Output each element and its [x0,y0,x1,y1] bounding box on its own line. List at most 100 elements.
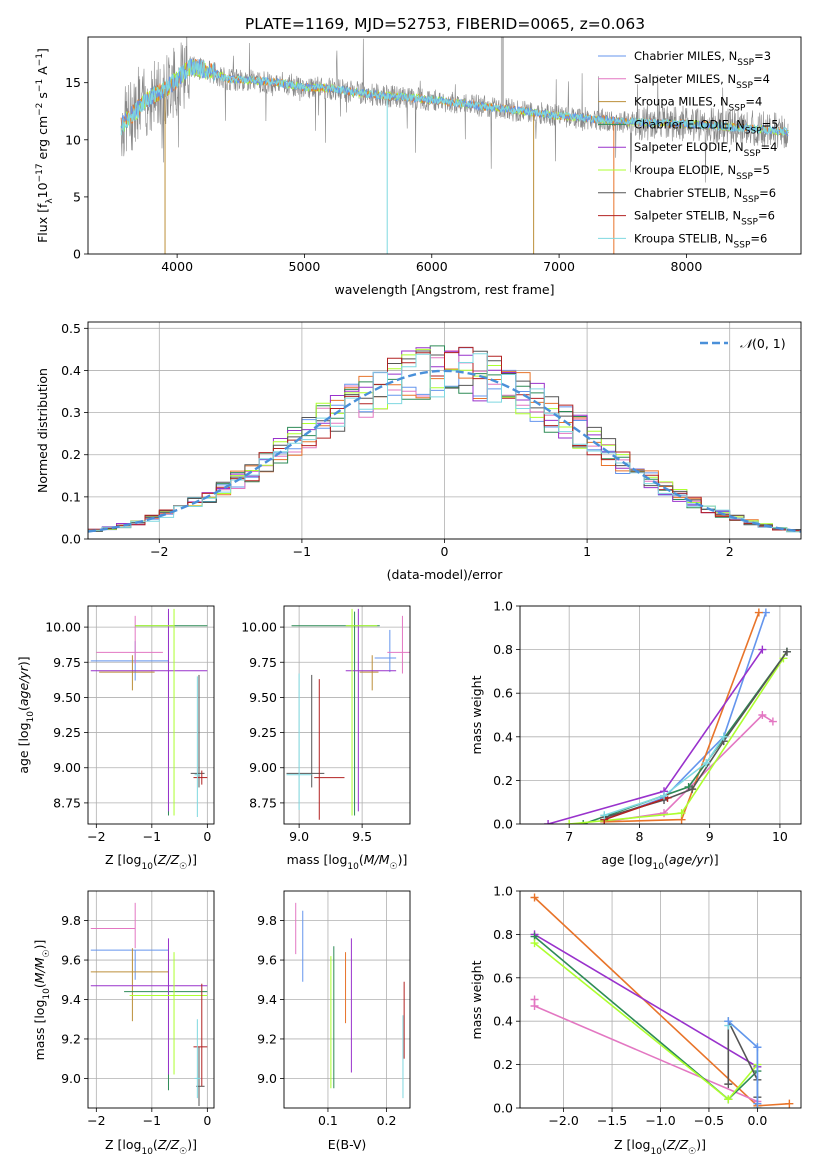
y-tick-label: 10.00 [45,620,81,635]
weight-marker [724,1017,733,1026]
axes-frame [87,890,215,1109]
x-axis-label: wavelength [Angstrom, rest frame] [334,282,554,297]
y-tick-label: 0.2 [61,447,81,462]
weight-marker [753,1099,762,1108]
y-tick-label: 9.50 [249,690,277,705]
x-tick-label: 9.0 [289,829,309,844]
legend: Chabrier MILES, NSSP=3 Salpeter MILES, NS… [598,49,779,250]
x-tick-label: 0.2 [377,1113,397,1128]
axes-frame [87,605,215,825]
y-tick-label: 0 [73,247,81,262]
legend-entry: Chabrier STELIB, NSSP=6 [634,186,776,205]
weight-marker [724,1080,733,1089]
weight-marker [754,608,763,617]
y-tick-label: 9.75 [249,655,277,670]
plot-marks [544,608,791,824]
x-tick-label: 6000 [416,259,448,274]
residuals-axes: −2 −1 0 1 2 0.0 0.1 0.2 0.3 0.4 0.5 (data-model)/er… [35,321,802,582]
weight-marker [768,717,777,726]
x-tick-label: −2.0 [548,1113,578,1128]
x-tick-label: 0.0 [747,1113,767,1128]
axes-frame [87,321,802,540]
x-tick-label: 1 [583,544,591,559]
x-tick-label: 8 [635,829,643,844]
weight-line [604,736,725,817]
y-axis-label: Flux [fλ10−17 erg cm−2 s−1 A−1] [35,48,55,243]
x-tick-label: −2 [87,829,105,844]
plot-marks [295,902,405,1099]
y-tick-label: 0.0 [493,1101,513,1116]
y-tick-label: 9.25 [249,725,277,740]
x-axis-label: Z [log10(Z/Z☉)] [105,852,197,872]
x-tick-label: −0.5 [694,1113,724,1128]
y-tick-label: 0.2 [493,773,513,788]
x-tick-label: 5000 [289,259,321,274]
y-axis-label: mass weight [469,960,484,1039]
grid [284,891,410,1108]
axes-frame [87,36,802,255]
y-tick-label: 0.4 [61,363,81,378]
x-tick-label: −1.0 [645,1113,675,1128]
legend-entry: Kroupa ELODIE, NSSP=5 [634,163,770,182]
weight-marker [530,893,539,902]
y-tick-label: 0.2 [493,1057,513,1072]
weight-marker [600,811,609,820]
x-tick-label: 9 [706,829,714,844]
y-tick-label: 0.5 [61,321,81,336]
y-tick-label: 9.6 [257,953,277,968]
observed-spectrum [120,37,789,183]
y-tick-label: 9.8 [257,913,277,928]
y-tick-label: 9.25 [53,725,81,740]
x-tick-label: 7 [565,829,573,844]
y-tick-label: 9.2 [257,1031,277,1046]
weight-marker [761,608,770,617]
weight-marker [758,645,767,654]
weight-marker [677,809,686,818]
y-tick-label: 10 [65,132,81,147]
x-tick-label: 0.1 [318,1113,338,1128]
x-tick-label: −1 [293,544,311,559]
x-tick-label: 8000 [671,259,703,274]
plot-marks [530,893,794,1108]
x-tick-label: 10 [772,829,788,844]
weight-marker [530,939,539,948]
x-tick-label: 0 [441,544,449,559]
weight-vs-metallicity-axes: −2.0 −1.5 −1.0 −0.5 0.0 0.0 0.2 0.4 0.6 0.8 1.0 Z [… [469,884,802,1157]
y-tick-label: 0.4 [493,729,513,744]
plot-marks [286,608,410,820]
weight-marker [753,1043,762,1052]
spectrum-axes: 4000 5000 6000 7000 8000 0 5 10 15 wavelength [An… [35,36,802,297]
y-tick-label: 5 [73,189,81,204]
legend-entry: Kroupa MILES, NSSP=4 [634,95,762,114]
x-tick-label: −2 [87,1113,105,1128]
normal-reference-curve [88,369,801,533]
plot-area [520,606,801,824]
x-tick-label: −1 [143,1113,161,1128]
x-tick-label: 2 [726,544,734,559]
legend-entry: Salpeter STELIB, NSSP=6 [634,209,775,228]
legend-entry: 𝒩(0, 1) [740,336,786,351]
plot-marks [90,902,208,1107]
weight-marker [724,1095,733,1104]
weight-marker [544,820,553,824]
x-axis-label: age [log10(age/yr)] [601,852,718,872]
age-vs-metallicity-axes: −2 −1 0 8.75 9.00 9.25 9.50 9.75 10.00 Z [log10(Z… [16,605,215,872]
y-tick-label: 8.75 [53,795,81,810]
x-tick-label: −1 [143,829,161,844]
legend: 𝒩(0, 1) [700,336,786,351]
y-tick-label: 0.0 [61,532,81,547]
y-tick-label: 0.0 [493,817,513,832]
y-tick-label: 9.00 [53,760,81,775]
legend-entry: Chabrier ELODIE, NSSP=5 [634,117,779,136]
y-tick-label: 9.6 [61,953,81,968]
y-tick-label: 9.4 [257,992,277,1007]
weight-marker [660,791,669,800]
plot-area [88,606,214,824]
y-tick-label: 0.6 [493,686,513,701]
y-tick-label: 10.00 [241,620,277,635]
y-tick-label: 0.1 [61,489,81,504]
residual-histogram [88,346,801,532]
y-tick-label: 0.4 [493,1014,513,1029]
x-axis-label: Z [log10(Z/Z☉)] [105,1137,197,1157]
weight-marker [530,1002,539,1011]
